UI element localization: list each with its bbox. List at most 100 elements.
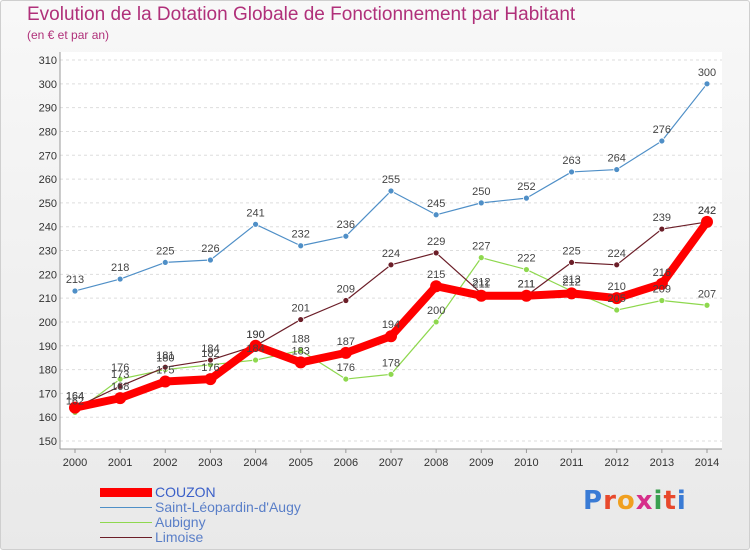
data-label-couzon: 212 (562, 276, 580, 288)
legend-swatch (100, 507, 152, 508)
x-tick-label: 2000 (63, 457, 87, 469)
data-label-aubigny: 188 (292, 334, 310, 346)
data-label-couzon: 190 (246, 329, 264, 341)
x-tick-label: 2012 (604, 457, 628, 469)
data-label-limoise: 239 (653, 212, 671, 224)
data-label-couzon: 175 (156, 364, 174, 376)
chart-title: Evolution de la Dotation Globale de Fonc… (27, 4, 576, 25)
y-tick-label: 170 (39, 388, 57, 400)
data-point-saint-l-opardin-d-augy (432, 211, 440, 219)
data-point-saint-l-opardin-d-augy (658, 137, 666, 145)
data-label-saint-l-opardin-d-augy: 250 (472, 186, 490, 198)
data-point-couzon (294, 356, 307, 369)
legend-label: COUZON (155, 484, 216, 500)
data-label-saint-l-opardin-d-augy: 226 (201, 243, 219, 255)
data-point-limoise (387, 261, 395, 269)
x-tick-label: 2002 (153, 457, 177, 469)
legend-swatch (100, 537, 152, 538)
data-label-aubigny: 227 (472, 241, 490, 253)
data-label-limoise: 173 (111, 369, 129, 381)
chart-subtitle: (en € et par an) (27, 28, 110, 42)
data-label-aubigny: 178 (382, 357, 400, 369)
y-tick-label: 150 (39, 436, 57, 448)
x-tick-label: 2005 (288, 457, 312, 469)
data-point-saint-l-opardin-d-augy (568, 168, 575, 176)
data-point-aubigny (703, 301, 711, 309)
data-label-limoise: 229 (427, 236, 445, 248)
data-label-limoise: 181 (156, 350, 174, 362)
x-tick-label: 2014 (695, 457, 719, 469)
legend-label: Saint-Léopardin-d'Augy (155, 499, 301, 515)
data-point-limoise (432, 249, 440, 257)
data-point-limoise (116, 382, 124, 390)
data-label-saint-l-opardin-d-augy: 225 (156, 245, 174, 257)
y-tick-label: 280 (39, 126, 57, 138)
data-label-couzon: 187 (337, 336, 355, 348)
x-tick-label: 2009 (469, 457, 493, 469)
data-label-aubigny: 213 (562, 274, 580, 286)
x-tick-label: 2001 (108, 457, 132, 469)
data-point-aubigny (387, 370, 395, 378)
data-point-limoise (613, 261, 621, 269)
data-label-aubigny: 184 (246, 343, 264, 355)
data-label-couzon: 211 (473, 279, 491, 291)
data-label-aubigny: 176 (111, 362, 129, 374)
y-tick-label: 230 (39, 246, 57, 258)
data-label-limoise: 209 (337, 284, 355, 296)
data-point-couzon (204, 373, 217, 386)
data-label-aubigny: 207 (698, 288, 716, 300)
data-label-saint-l-opardin-d-augy: 252 (517, 181, 535, 193)
legend-swatch (100, 488, 152, 497)
data-label-saint-l-opardin-d-augy: 300 (698, 67, 716, 79)
data-label-limoise: 201 (292, 303, 310, 315)
data-label-couzon: 183 (292, 345, 310, 357)
data-label-limoise: 164 (66, 391, 84, 403)
data-label-couzon: 164 (66, 391, 84, 403)
data-label-saint-l-opardin-d-augy: 241 (246, 207, 264, 219)
x-tick-label: 2006 (334, 457, 358, 469)
data-label-couzon: 242 (698, 205, 716, 217)
y-tick-label: 290 (39, 103, 57, 115)
data-label-saint-l-opardin-d-augy: 232 (292, 229, 310, 241)
data-label-couzon: 211 (518, 279, 536, 291)
data-label-couzon: 215 (427, 269, 445, 281)
x-tick-label: 2010 (514, 457, 538, 469)
data-point-limoise (297, 316, 305, 323)
data-label-couzon: 176 (201, 362, 219, 374)
data-point-couzon (610, 292, 623, 305)
data-point-saint-l-opardin-d-augy (161, 259, 169, 266)
data-point-couzon (701, 215, 713, 228)
data-point-couzon (475, 289, 488, 302)
x-tick-label: 2013 (650, 457, 674, 469)
data-point-couzon (565, 287, 578, 300)
data-point-limoise (207, 356, 214, 364)
x-tick-label: 2011 (560, 457, 584, 469)
data-label-aubigny: 180 (156, 353, 174, 365)
data-point-aubigny (523, 266, 530, 273)
data-label-couzon: 168 (111, 381, 129, 393)
data-label-aubigny: 182 (201, 348, 219, 360)
data-point-couzon (430, 280, 443, 293)
data-point-saint-l-opardin-d-augy (477, 199, 485, 207)
data-point-saint-l-opardin-d-augy (342, 232, 350, 240)
data-point-saint-l-opardin-d-augy (252, 220, 259, 228)
y-tick-label: 190 (39, 341, 57, 353)
data-point-saint-l-opardin-d-augy (297, 242, 305, 250)
data-label-limoise: 224 (608, 248, 626, 260)
y-tick-label: 220 (39, 269, 57, 281)
data-label-saint-l-opardin-d-augy: 263 (562, 155, 580, 167)
data-label-limoise: 242 (698, 205, 716, 217)
y-tick-label: 310 (39, 55, 57, 67)
data-label-saint-l-opardin-d-augy: 255 (382, 174, 400, 186)
data-label-aubigny: 222 (517, 253, 535, 265)
data-point-aubigny (658, 297, 666, 304)
data-point-couzon (520, 289, 533, 302)
data-point-couzon (249, 339, 262, 352)
data-label-limoise: 184 (201, 343, 219, 355)
legend-swatch (100, 522, 152, 523)
data-point-saint-l-opardin-d-augy (613, 166, 621, 173)
data-label-aubigny: 200 (427, 305, 445, 317)
data-label-aubigny: 162 (66, 395, 84, 407)
data-point-limoise (568, 259, 575, 266)
